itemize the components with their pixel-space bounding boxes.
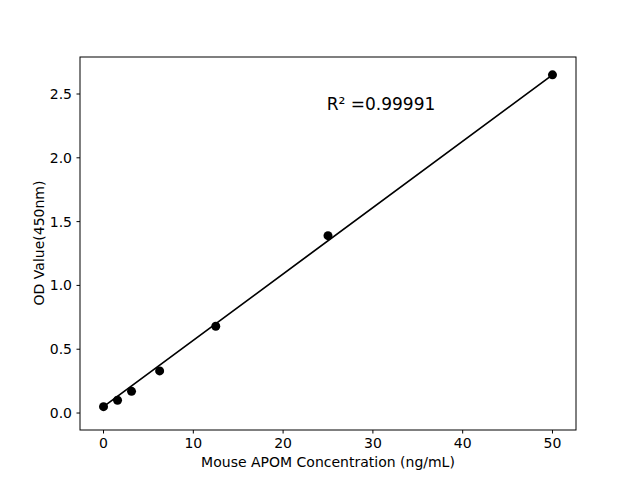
x-tick-label: 10 [184,435,202,451]
y-tick-label: 0.0 [50,405,72,421]
x-tick-label: 40 [454,435,472,451]
y-tick-label: 2.5 [50,86,72,102]
x-axis-label: Mouse APOM Concentration (ng/mL) [201,454,455,470]
data-point [113,396,122,405]
x-tick-label: 30 [364,435,382,451]
r-squared-annotation: R² =0.99991 [327,94,436,114]
figure-canvas: 0 10 20 30 40 50 0.0 0.5 1.0 1.5 2.0 2.5 R² =0.9999… [0,0,640,480]
fit-line [104,75,553,407]
standard-curve-chart: 0 10 20 30 40 50 0.0 0.5 1.0 1.5 2.0 2.5 R² =0.9999… [0,0,640,480]
x-tick-label: 20 [274,435,292,451]
data-point [127,387,136,396]
data-point [155,366,164,375]
chart-geometry-layer: 0 10 20 30 40 50 0.0 0.5 1.0 1.5 2.0 2.5 [50,57,576,451]
data-point [211,322,220,331]
y-tick-label: 1.5 [50,214,72,230]
x-tick-label: 0 [99,435,108,451]
y-tick-label: 2.0 [50,150,72,166]
data-point [99,402,108,411]
y-tick-label: 0.5 [50,341,72,357]
x-tick-label: 50 [544,435,562,451]
data-point [324,231,333,240]
y-axis-label: OD Value(450nm) [31,181,47,306]
y-tick-label: 1.0 [50,277,72,293]
data-point [548,70,557,79]
